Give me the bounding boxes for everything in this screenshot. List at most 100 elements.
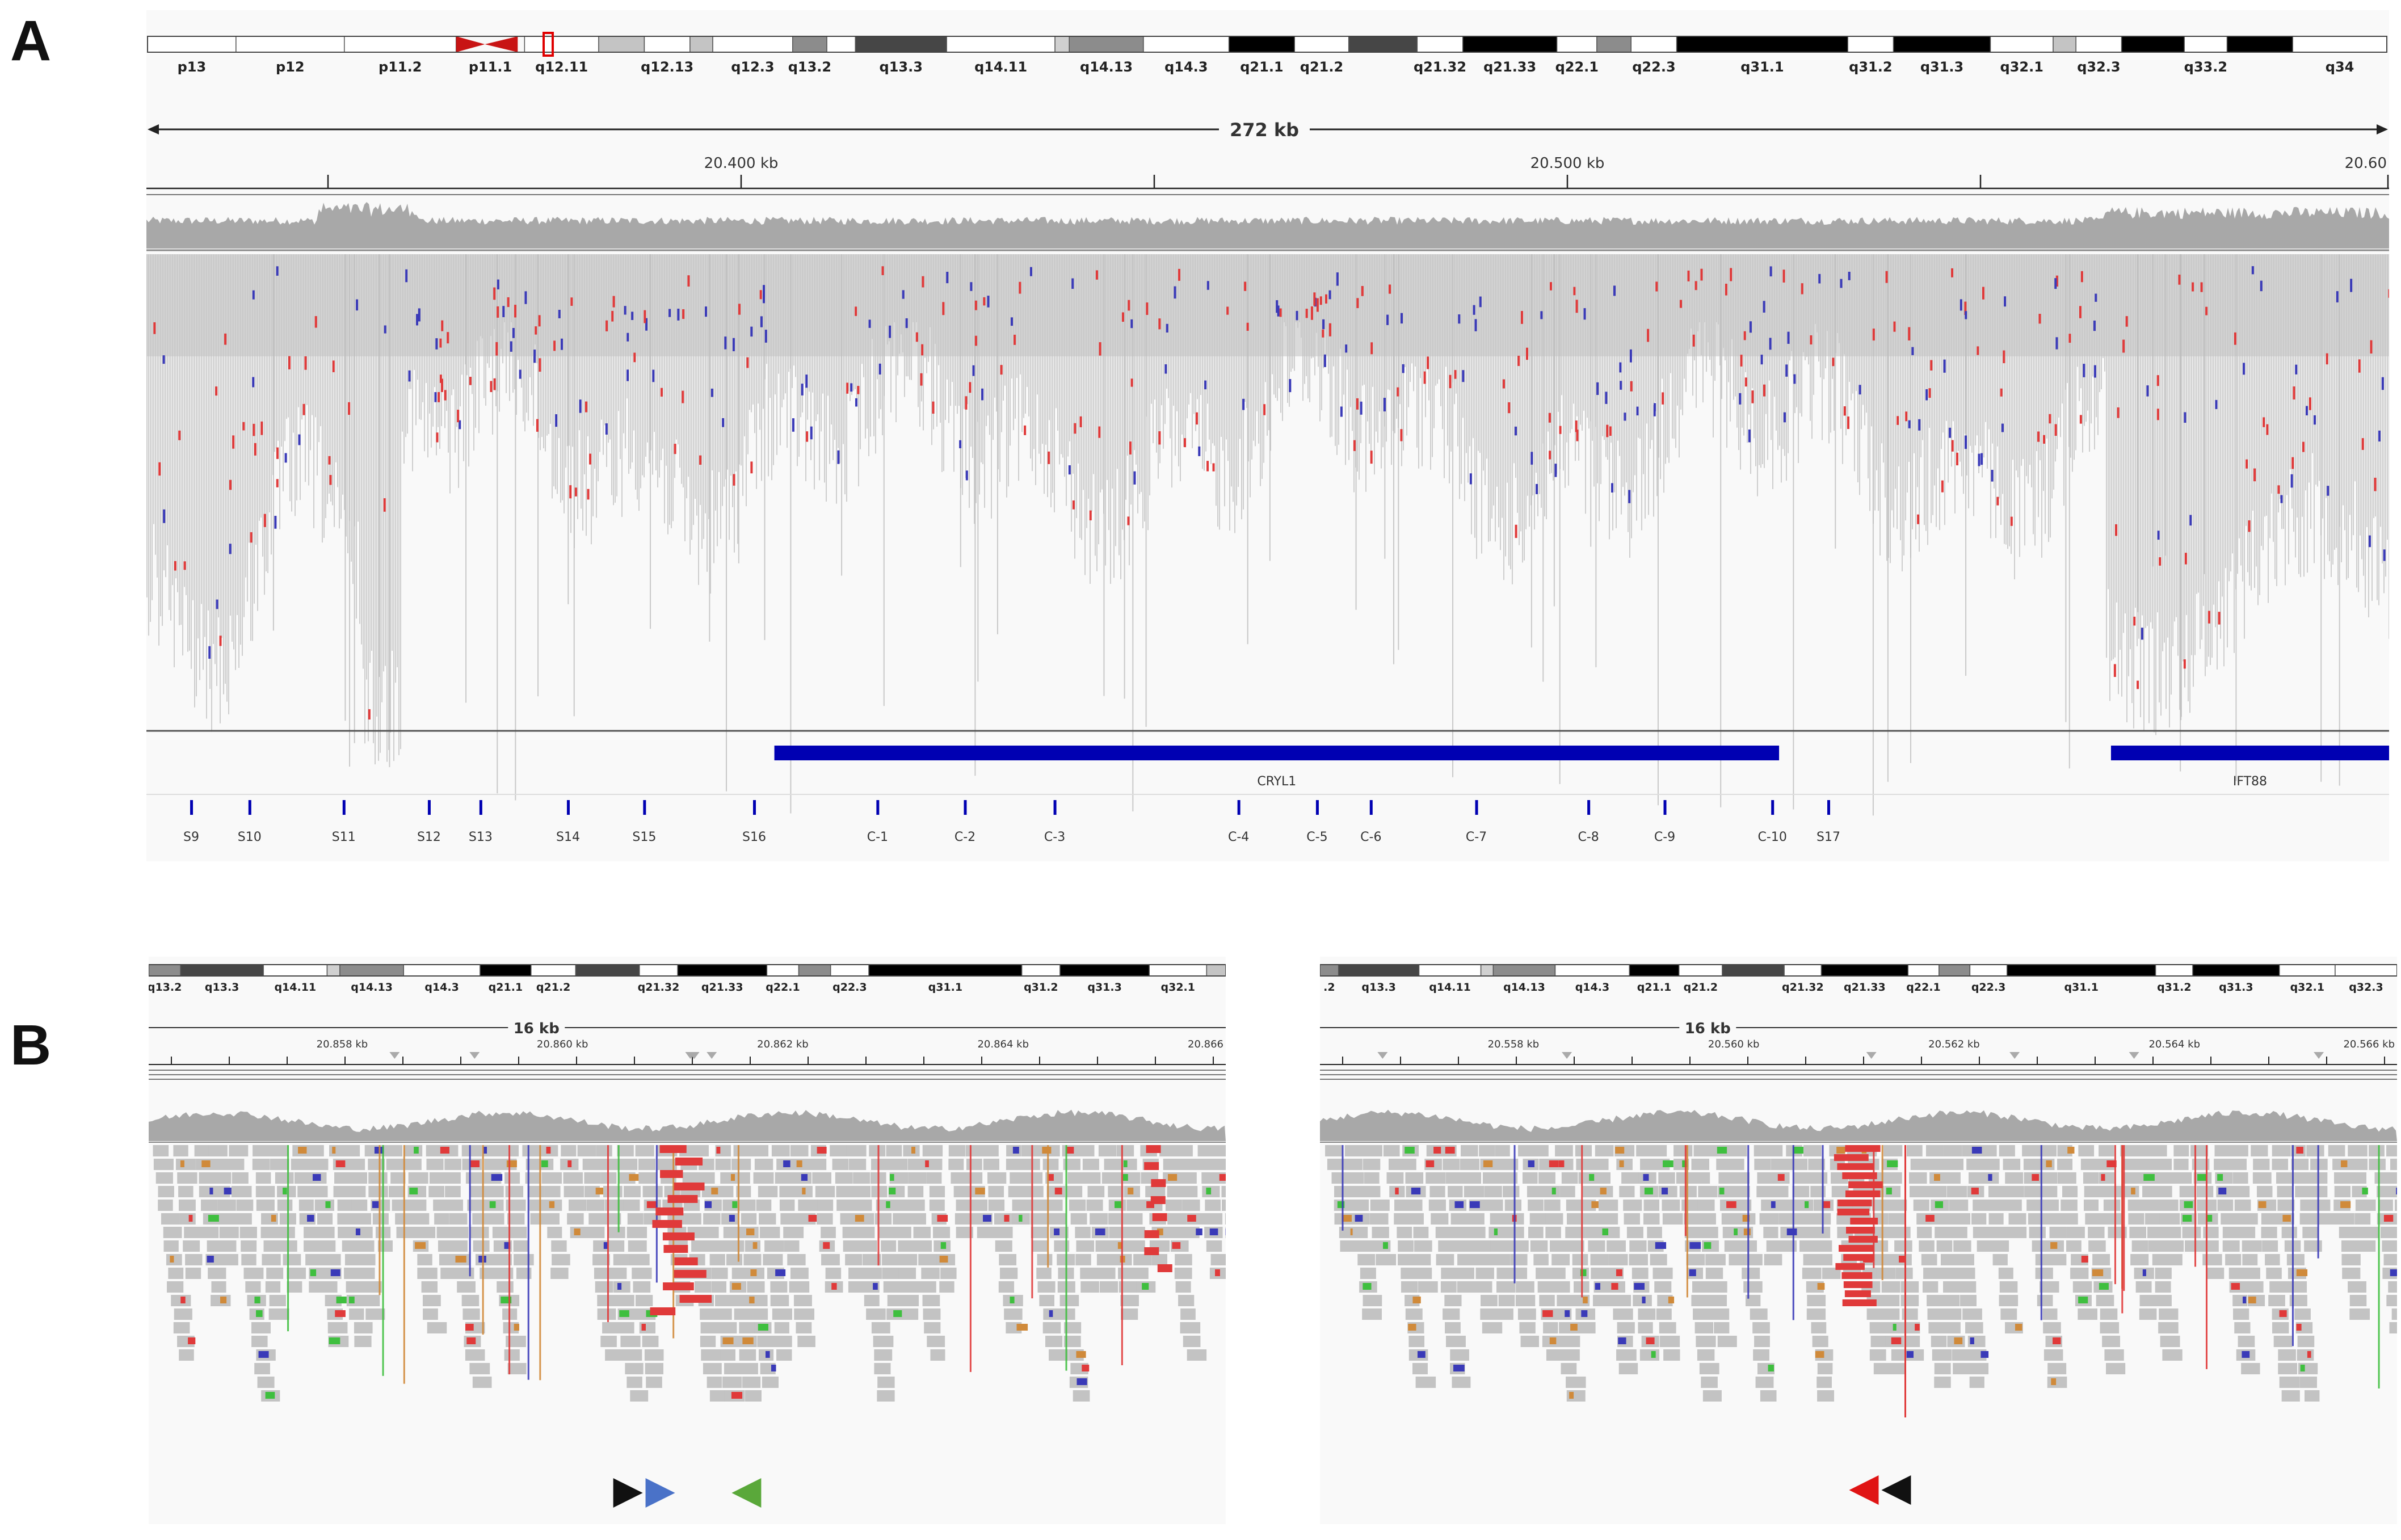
mismatch-mark xyxy=(1620,381,1622,390)
cytoband[interactable]: q14.13 xyxy=(1492,964,1556,994)
cytoband-label: q31.2 xyxy=(1849,59,1892,75)
cytoband[interactable]: q32.1 xyxy=(1990,36,2054,75)
cytoband[interactable] xyxy=(826,36,856,53)
cytoband[interactable]: q21.1 xyxy=(1228,36,1295,75)
feature-mark[interactable] xyxy=(876,800,880,815)
cytoband[interactable]: q21.32 xyxy=(1414,36,1466,75)
cytoband[interactable]: q13.3 xyxy=(855,36,947,75)
feature-mark[interactable] xyxy=(1587,800,1591,815)
read xyxy=(1496,1268,1513,1279)
cytoband[interactable] xyxy=(2226,36,2293,53)
feature-mark[interactable] xyxy=(643,800,646,815)
cytoband[interactable]: q21.2 xyxy=(531,964,577,994)
feature-mark[interactable] xyxy=(566,800,570,815)
mismatch-mark xyxy=(1818,274,1821,284)
cytoband[interactable]: q21.32 xyxy=(638,964,680,994)
feature-mark[interactable] xyxy=(190,800,194,815)
cytoband[interactable]: q14.11 xyxy=(263,964,328,994)
gene-ift88[interactable] xyxy=(2110,746,2389,760)
mismatch-mark xyxy=(2079,306,2082,318)
mismatch-mark xyxy=(1872,329,1875,341)
read xyxy=(352,1213,372,1225)
cytoband[interactable]: q33.2 xyxy=(2184,36,2228,75)
cytoband[interactable] xyxy=(326,964,340,977)
cytoband[interactable]: q31.3 xyxy=(1059,964,1150,994)
gene-cryl1[interactable] xyxy=(774,746,1780,760)
feature-mark[interactable] xyxy=(1663,800,1667,815)
read xyxy=(850,1186,871,1197)
feature-mark[interactable] xyxy=(342,800,346,815)
cytoband[interactable] xyxy=(798,964,831,977)
cytoband[interactable]: q31.3 xyxy=(1893,36,1991,75)
feature-label: C-3 xyxy=(1044,830,1065,844)
cytoband[interactable]: q21.33 xyxy=(1462,36,1558,75)
cytoband[interactable]: p13 xyxy=(147,36,237,75)
cytoband[interactable]: q21.1 xyxy=(480,964,532,994)
cytoband[interactable]: q13.2 xyxy=(788,36,831,75)
cytoband[interactable]: q22.3 xyxy=(830,964,869,994)
cytoband[interactable]: q32.1 xyxy=(1149,964,1208,994)
mismatch-mark xyxy=(724,336,727,350)
feature-mark[interactable] xyxy=(1827,800,1830,815)
cytoband[interactable] xyxy=(1206,964,1226,977)
cytoband[interactable]: q12.11 xyxy=(524,36,599,75)
cytoband[interactable] xyxy=(1596,36,1632,53)
cytoband[interactable] xyxy=(2121,36,2185,53)
cytoband[interactable]: q14.11 xyxy=(1418,964,1482,994)
read xyxy=(1811,1213,1831,1225)
mismatch-mark xyxy=(652,369,655,382)
cytoband[interactable]: q31.3 xyxy=(2192,964,2280,994)
cytoband[interactable]: q32.3 xyxy=(2075,36,2122,75)
cytoband[interactable]: q14.13 xyxy=(1069,36,1144,75)
mismatch-mark xyxy=(1837,1209,1870,1215)
mismatch-mark xyxy=(2295,364,2298,375)
mismatch-mark xyxy=(555,414,558,427)
mismatch-mark xyxy=(889,325,892,338)
mismatch-mark xyxy=(2184,553,2187,565)
feature-mark[interactable] xyxy=(752,800,756,815)
cytoband[interactable]: q22.1 xyxy=(1555,36,1599,75)
read xyxy=(887,1159,908,1170)
feature-mark[interactable] xyxy=(964,800,967,815)
cytoband[interactable] xyxy=(1348,36,1418,53)
cytoband[interactable]: q21.32 xyxy=(1782,964,1824,994)
cytoband[interactable] xyxy=(2053,36,2076,53)
read xyxy=(1490,1240,1510,1252)
feature-mark[interactable] xyxy=(1369,800,1373,815)
cytoband[interactable] xyxy=(598,36,645,53)
cytoband[interactable]: q14.13 xyxy=(339,964,404,994)
cytoband[interactable]: q21.33 xyxy=(1820,964,1909,994)
cytoband[interactable] xyxy=(1939,964,1971,977)
feature-mark[interactable] xyxy=(1771,800,1775,815)
cytoband[interactable] xyxy=(1054,36,1070,53)
feature-mark[interactable] xyxy=(1475,800,1478,815)
mismatch-mark xyxy=(440,378,443,392)
ruler-tick-label: 20.566 kb xyxy=(2343,1038,2395,1050)
feature-mark[interactable] xyxy=(248,800,251,815)
cytoband[interactable] xyxy=(575,964,640,977)
read xyxy=(493,1254,512,1265)
cytoband-label: q32.1 xyxy=(2290,981,2324,994)
cytoband[interactable] xyxy=(689,36,713,53)
read xyxy=(1623,1200,1642,1211)
read xyxy=(1482,1322,1503,1333)
cytoband[interactable]: q34 xyxy=(2292,36,2387,75)
cytoband[interactable]: q14.3 xyxy=(1143,36,1230,75)
cytoband-label: q13.2 xyxy=(788,59,831,75)
read xyxy=(707,1240,727,1252)
read xyxy=(898,1254,918,1265)
mismatch-mark xyxy=(1411,1188,1421,1194)
cytoband[interactable] xyxy=(1480,964,1494,977)
cytoband[interactable]: q31.1 xyxy=(1676,36,1848,75)
feature-mark[interactable] xyxy=(427,800,431,815)
feature-mark[interactable] xyxy=(479,800,482,815)
cytoband[interactable]: q21.2 xyxy=(1294,36,1349,75)
cytoband[interactable]: p11.1 xyxy=(456,36,518,75)
read xyxy=(1812,1336,1828,1347)
read xyxy=(1764,1254,1782,1265)
feature-mark[interactable] xyxy=(1053,800,1057,815)
feature-mark[interactable] xyxy=(1237,800,1241,815)
cytoband[interactable] xyxy=(1722,964,1785,977)
cytoband[interactable]: q12.3 xyxy=(712,36,793,75)
feature-mark[interactable] xyxy=(1315,800,1319,815)
